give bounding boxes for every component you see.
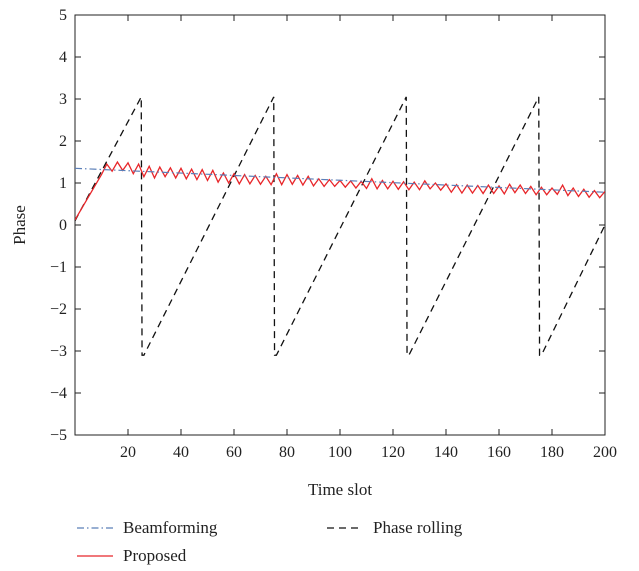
x-axis-label: Time slot	[308, 480, 372, 499]
y-tick-label: 2	[59, 133, 67, 150]
legend-label: Beamforming	[123, 518, 218, 537]
x-tick-label: 180	[540, 444, 564, 461]
y-axis-label: Phase	[10, 205, 29, 245]
series-line-beamforming	[75, 167, 605, 193]
y-tick-label: 4	[59, 49, 67, 66]
plot-area-frame	[74, 14, 606, 436]
x-tick-label: 120	[381, 444, 405, 461]
x-tick-label: 20	[120, 444, 136, 461]
y-tick-label: 5	[59, 7, 67, 24]
x-tick-label: 100	[328, 444, 352, 461]
x-tick-label: 140	[434, 444, 458, 461]
series-line-proposed	[75, 160, 605, 221]
y-tick-label: −3	[50, 343, 67, 360]
x-tick-label: 200	[593, 444, 617, 461]
y-tick-label: −4	[50, 385, 67, 402]
x-tick-label: 80	[279, 444, 295, 461]
y-tick-label: 0	[59, 217, 67, 234]
y-tick-label: −2	[50, 301, 67, 318]
y-tick-label: 3	[59, 91, 67, 108]
legend-label: Phase rolling	[373, 518, 463, 537]
y-tick-label: 1	[59, 175, 67, 192]
series-line-phase-rolling	[75, 96, 605, 356]
legend: Beamforming Phase rolling Proposed	[77, 518, 463, 565]
series-layer	[75, 96, 605, 356]
legend-label: Proposed	[123, 546, 187, 565]
y-tick-label: −5	[50, 427, 67, 444]
y-tick-label: −1	[50, 259, 67, 276]
x-tick-label: 40	[173, 444, 189, 461]
axis-ticks: 20 40 60 80 100 120 140 160 180 200 −5 −4 −3 −2 −1 0 1 2 3…	[50, 7, 617, 461]
x-tick-label: 60	[226, 444, 242, 461]
x-tick-label: 160	[487, 444, 511, 461]
